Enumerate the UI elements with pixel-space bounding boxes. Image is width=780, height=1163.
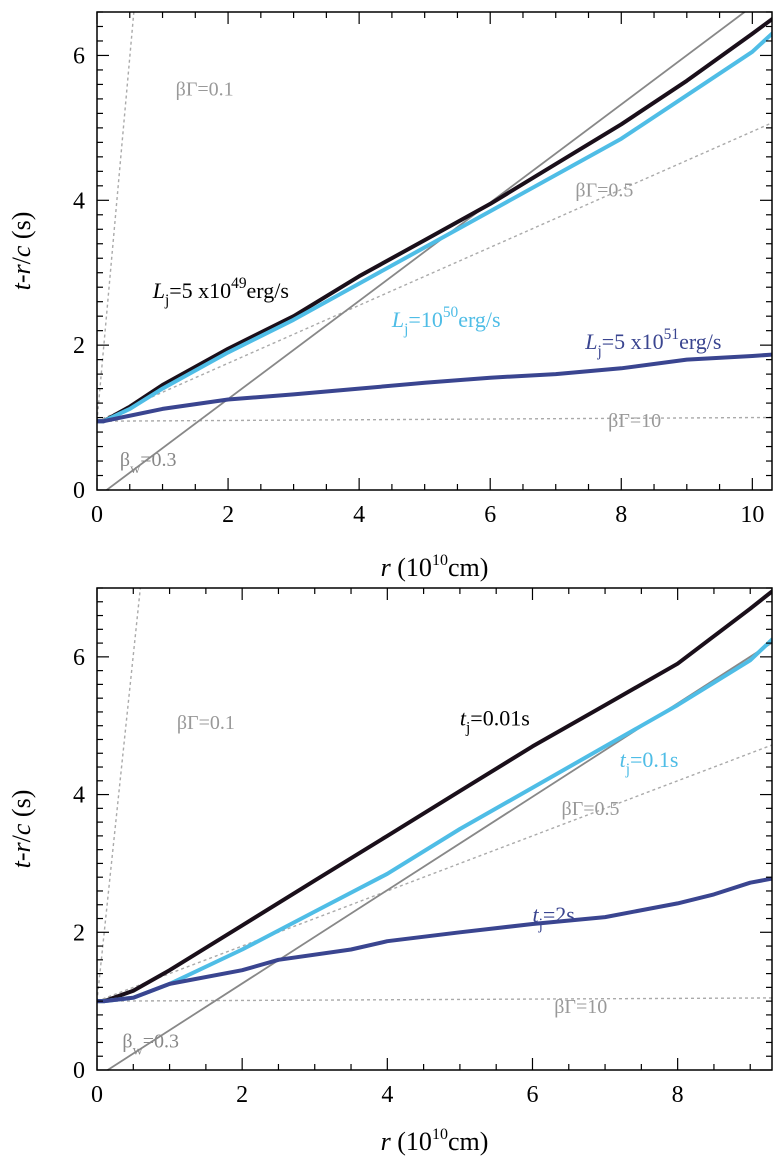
reference-line-betagamma-10 — [97, 997, 772, 1002]
annotation-bg10: βΓ=10 — [608, 410, 661, 432]
annotation-bg01: βΓ=0.1 — [177, 712, 235, 734]
x-tick-label: 0 — [91, 502, 103, 528]
x-tick-label: 4 — [381, 1082, 393, 1108]
series-line-3 — [97, 352, 772, 424]
reference-line-beta-w-0-3 — [105, 12, 747, 490]
reference-line-betagamma-0-5 — [97, 122, 772, 422]
reference-line-betagamma-0-1 — [97, 588, 142, 1002]
y-tick-label: 2 — [73, 333, 85, 359]
y-tick-label: 6 — [73, 645, 85, 671]
plot-frame — [96, 587, 773, 1071]
annotation-bg05: βΓ=0.5 — [575, 180, 633, 202]
plot-area — [97, 12, 772, 490]
reference-line-betagamma-0-5 — [97, 744, 772, 1002]
annotation-l1: tj=0.01s — [460, 706, 530, 737]
x-tick-label: 2 — [236, 1082, 248, 1108]
annotation-bg01: βΓ=0.1 — [176, 78, 234, 100]
x-axis-label: r (1010cm) — [381, 1126, 489, 1156]
annotation-bg10: βΓ=10 — [554, 996, 607, 1018]
series-line-1 — [97, 17, 772, 424]
x-tick-label: 4 — [353, 502, 365, 528]
x-tick-label: 6 — [526, 1082, 538, 1108]
series-line-3 — [97, 876, 772, 1004]
annotation-bw: βw=0.3 — [122, 1030, 179, 1058]
x-tick-label: 8 — [615, 502, 627, 528]
annotation-l2: tj=0.1s — [620, 747, 679, 778]
annotation-l1: Lj=5 x1049erg/s — [152, 275, 289, 309]
series-line-2 — [97, 637, 772, 1004]
annotation-l2: Lj=1050erg/s — [391, 304, 501, 338]
reference-line-betagamma-0-1 — [97, 12, 135, 422]
y-tick-label: 4 — [73, 188, 85, 214]
y-tick-label: 2 — [73, 920, 85, 946]
annotation-l3: tj=2s — [532, 902, 574, 933]
y-axis-label: t-r/c (s) — [7, 212, 36, 291]
x-tick-label: 6 — [484, 502, 496, 528]
plot-frame — [96, 11, 773, 491]
x-tick-label: 10 — [740, 502, 764, 528]
annotation-bw: βw=0.3 — [120, 449, 177, 477]
annotation-bg05: βΓ=0.5 — [562, 798, 620, 820]
y-tick-label: 0 — [73, 478, 85, 504]
y-tick-label: 6 — [73, 43, 85, 69]
x-tick-label: 2 — [222, 502, 234, 528]
annotation-l3: Lj=5 x1051erg/s — [584, 326, 721, 360]
y-tick-label: 0 — [73, 1058, 85, 1084]
x-tick-label: 8 — [672, 1082, 684, 1108]
reference-line-betagamma-10 — [97, 416, 772, 422]
x-axis-label: r (1010cm) — [381, 552, 489, 582]
x-tick-label: 0 — [91, 1082, 103, 1108]
panel-top: 0 2 4 6 8 10 0 2 4 6 r (1010cm) t-r/c (s) βΓ=0.1 βΓ=0… — [7, 11, 773, 582]
plot-area — [97, 588, 772, 1070]
series-line-1 — [97, 589, 772, 1004]
y-tick-label: 4 — [73, 783, 85, 809]
series-line-2 — [97, 31, 772, 424]
y-axis-label: t-r/c (s) — [7, 790, 36, 869]
panel-bottom: 0 2 4 6 8 0 2 4 6 r (1010cm) t-r/c (s) βΓ=0.1 βΓ=0.5… — [7, 587, 773, 1156]
